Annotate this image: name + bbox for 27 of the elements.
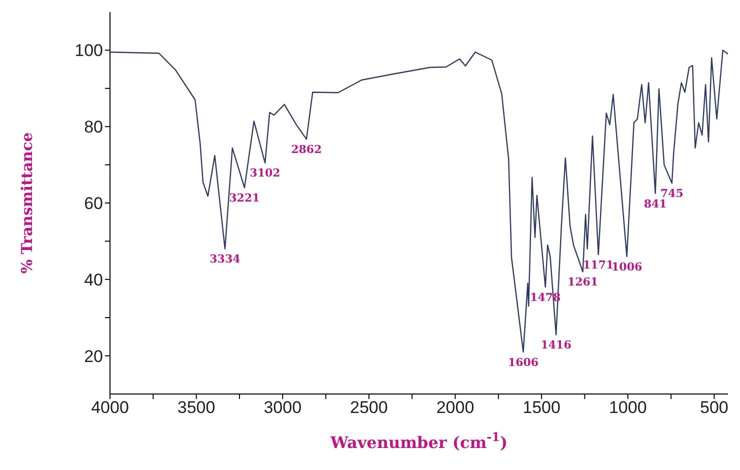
annotation: 1261 — [568, 276, 598, 289]
annotation: 1006 — [612, 260, 642, 274]
annotation: 841 — [644, 197, 667, 210]
annotation: 2862 — [291, 143, 322, 156]
y-tick-label: 20 — [84, 346, 103, 366]
y-tick-label: 60 — [84, 194, 103, 214]
annotation: 1416 — [540, 338, 572, 352]
y-tick-label: 80 — [84, 118, 103, 137]
annotation: 3102 — [250, 166, 280, 180]
annotation: 745 — [660, 186, 684, 200]
line-series — [110, 50, 728, 353]
y-axis-title: % Transmittance — [18, 132, 36, 274]
x-tick-label: 3000 — [264, 398, 302, 418]
annotation: 1606 — [508, 356, 539, 369]
x-tick-label: 2500 — [350, 398, 388, 418]
x-tick-label: 2000 — [436, 398, 474, 418]
x-tick-label: 4000 — [91, 398, 129, 418]
x-tick-label: 1500 — [522, 398, 560, 418]
y-tick-label: 40 — [84, 270, 103, 290]
y-tick-label: 100 — [74, 41, 103, 60]
x-tick-label: 1000 — [608, 398, 647, 418]
annotation: 3334 — [210, 252, 241, 266]
annotation: 3221 — [229, 192, 260, 205]
x-tick-label: 3500 — [177, 398, 216, 418]
x-tick-label: 500 — [700, 398, 728, 418]
x-axis-title: Wavenumber (cm$^{-1}$) — [329, 430, 508, 452]
annotation: 1171 — [583, 258, 614, 272]
